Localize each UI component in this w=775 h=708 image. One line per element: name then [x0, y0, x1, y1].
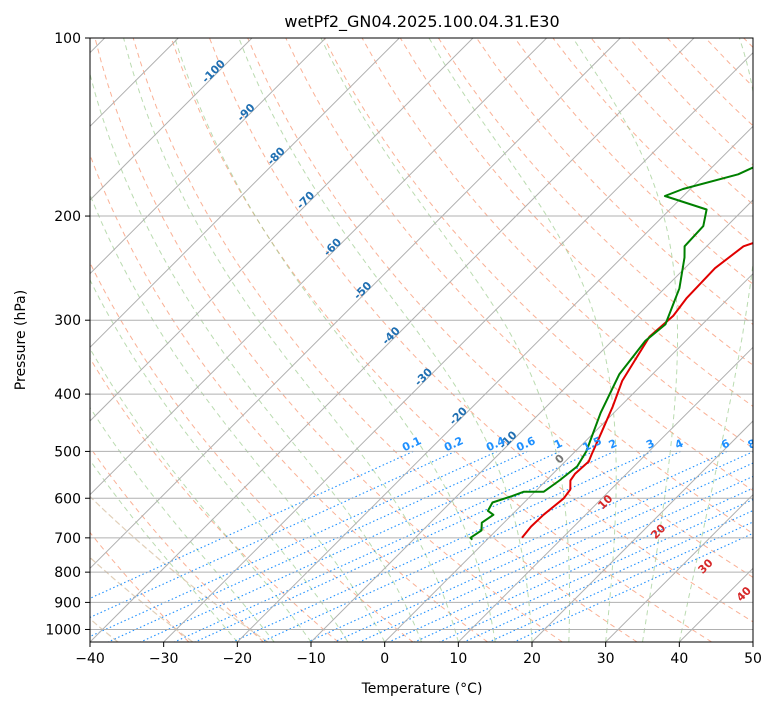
- mixing-ratio-line: [388, 475, 753, 642]
- x-tick-label: −30: [149, 651, 179, 667]
- y-axis-label: Pressure (hPa): [13, 290, 29, 390]
- mixing-ratio-line: [232, 450, 653, 642]
- moist-adiabat: [428, 38, 617, 642]
- profile-line-2: [469, 166, 753, 541]
- mixing-ratio-line: [107, 450, 528, 642]
- isotherm-line: [163, 51, 753, 642]
- isotherm-line: [384, 272, 753, 642]
- y-tick-label: 800: [54, 565, 81, 581]
- x-axis: −40 −30 −20 −10 0 10 20 30 40 50: [75, 642, 762, 667]
- x-tick-label: 40: [670, 651, 688, 667]
- moist-adiabat: [90, 459, 238, 642]
- moist-adiabat: [174, 38, 496, 642]
- y-tick-label: 300: [54, 313, 81, 329]
- isotherm-line: [236, 125, 753, 642]
- y-tick-label: 1000: [45, 622, 81, 638]
- dry-adiabat: [170, 38, 712, 642]
- moist-adiabat: [238, 38, 533, 642]
- moist-adiabat: [90, 72, 422, 642]
- dry-adiabat: [247, 38, 753, 578]
- grid-lines: [90, 38, 753, 642]
- mixing-ratio-line: [307, 450, 728, 642]
- dry-adiabat: [90, 153, 488, 642]
- profile-series: [469, 166, 753, 541]
- dry-adiabat: [209, 38, 753, 623]
- moist-adiabat: [123, 38, 459, 642]
- moist-adiabat: [90, 406, 275, 642]
- guide-arc: [90, 556, 194, 642]
- y-tick-label: 500: [54, 444, 81, 460]
- moist-adiabat: [572, 38, 678, 642]
- isotherm-line: [90, 38, 548, 496]
- moist-adiabat: [90, 193, 386, 642]
- x-tick-label: −40: [75, 651, 105, 667]
- mixing-ratio-line: [90, 450, 414, 599]
- mixing-ratio-line: [90, 450, 456, 619]
- mixing-ratio-line: [174, 450, 594, 642]
- x-tick-label: 20: [523, 651, 541, 667]
- moist-adiabat: [90, 347, 312, 642]
- dry-adiabat: [94, 38, 563, 642]
- dry-adiabat: [90, 446, 264, 642]
- mixing-ratio-line: [90, 450, 498, 638]
- isotherm-line: [90, 38, 253, 201]
- dry-adiabat: [514, 38, 753, 285]
- mixing-ratio-label: 8: [746, 437, 758, 452]
- mixing-ratio-line: [194, 450, 615, 642]
- x-tick-label: −10: [296, 651, 326, 667]
- y-tick-label: 700: [54, 531, 81, 547]
- y-tick-label: 900: [54, 595, 81, 611]
- isotherm-line: [90, 38, 400, 349]
- x-tick-label: −20: [223, 651, 253, 667]
- mixing-ratio-line: [261, 450, 681, 642]
- mixing-ratio-line: [334, 451, 753, 642]
- chart-title: wetPf2_GN04.2025.100.04.31.E30: [284, 12, 559, 32]
- isotherm-line: [457, 346, 753, 642]
- isotherm-line: [90, 38, 327, 275]
- isotherm-line: [605, 493, 753, 642]
- y-tick-label: 400: [54, 387, 81, 403]
- dry-adiabat: [399, 38, 753, 408]
- y-tick-label: 200: [54, 209, 81, 225]
- profile-line-1: [521, 241, 753, 539]
- dry-adiabat: [132, 38, 638, 642]
- x-axis-label: Temperature (°C): [361, 681, 483, 697]
- x-tick-label: 0: [380, 651, 389, 667]
- isotherm-line: [310, 199, 753, 642]
- isotherm-line: [531, 420, 753, 642]
- y-axis: 100 200 300 400 500 600 700 800 900 1000: [45, 31, 90, 638]
- plot-frame: [89, 37, 754, 643]
- dry-adiabat: [90, 357, 339, 642]
- y-tick-label: 100: [54, 31, 81, 47]
- isotherm-line: [90, 38, 621, 570]
- moist-adiabat: [90, 278, 349, 642]
- y-tick-label: 600: [54, 491, 81, 507]
- dry-adiabat: [90, 531, 190, 642]
- isotherm-line: [90, 38, 474, 422]
- mixing-ratio-line: [359, 462, 753, 642]
- x-tick-label: 50: [744, 651, 762, 667]
- x-tick-label: 10: [449, 651, 467, 667]
- isotherm-line: [90, 38, 695, 642]
- background-reference-lines: [90, 38, 753, 642]
- x-tick-label: 30: [597, 651, 615, 667]
- moist-adiabat: [320, 38, 570, 642]
- mixing-ratio-line: [140, 450, 561, 642]
